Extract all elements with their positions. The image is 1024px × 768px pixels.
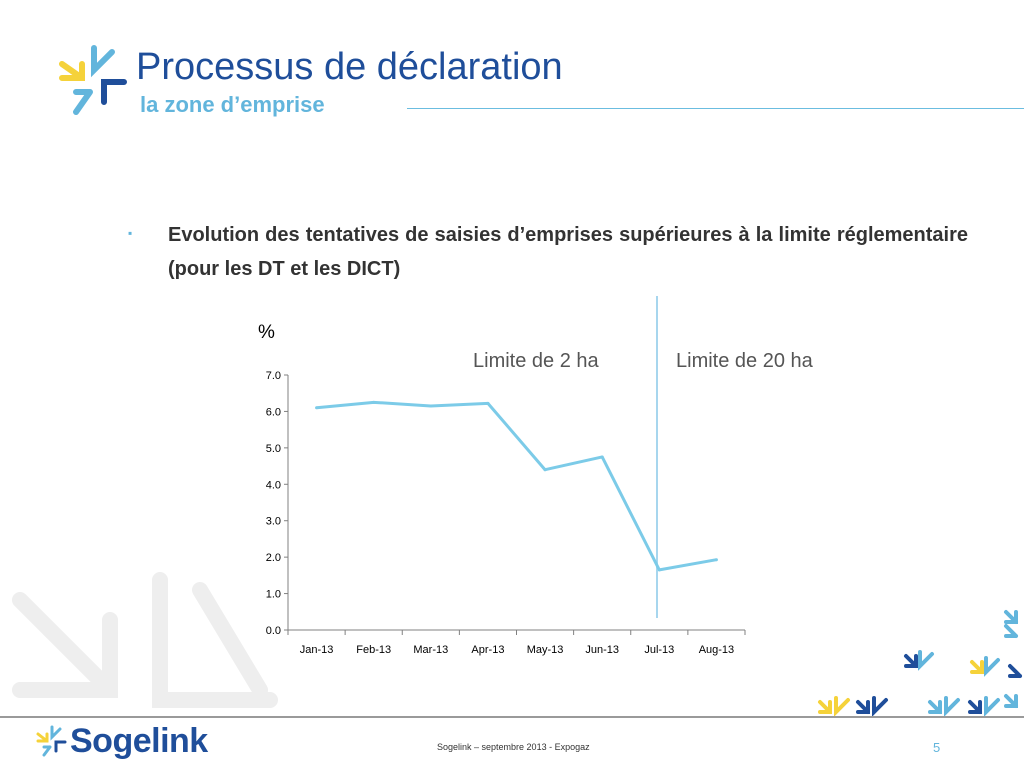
bullet-marker: ▪ [128,226,133,240]
x-axis: Jan-13 Feb-13 Mar-13 Apr-13 May-13 Jun-13 Jul-… [287,629,746,656]
sogelink-arrows-icon [59,45,127,115]
data-point [486,401,490,405]
zone-label-2ha: Limite de 2 ha [473,350,599,372]
x-tick-label: Feb-13 [356,644,391,656]
bullet-text: Evolution des tentatives de saisies d’em… [168,224,968,280]
footer-brand: Sogelink [70,722,208,760]
page-subtitle: la zone d’emprise [140,92,325,117]
x-tick-label: Jul-13 [644,644,674,656]
watermark-arrows-decoration [12,572,278,708]
data-point [543,468,547,472]
x-tick-label: Apr-13 [471,644,504,656]
data-point [315,406,319,410]
y-axis: 0.0 1.0 2.0 3.0 4.0 5.0 6.0 7.0 [266,370,289,637]
chart-unit-label: % [258,322,275,343]
y-tick-label: 6.0 [266,406,281,418]
page-number: 5 [933,740,941,755]
page-title: Processus de déclaration [136,46,563,88]
data-point [714,558,718,562]
sogelink-arrows-icon [36,725,67,757]
data-point [600,455,604,459]
y-tick-label: 0.0 [266,625,281,637]
y-tick-label: 3.0 [266,516,281,528]
title-divider-line [407,108,1024,109]
y-tick-label: 1.0 [266,589,281,601]
x-tick-label: Jan-13 [300,644,334,656]
y-tick-label: 2.0 [266,552,281,564]
line-chart: 0.0 1.0 2.0 3.0 4.0 5.0 6.0 7.0 Jan-13 Feb-13 Mar… [266,370,746,656]
data-point [429,404,433,408]
footer-text: Sogelink – septembre 2013 - Expogaz [437,742,590,752]
y-tick-label: 5.0 [266,443,281,455]
decorative-arrows-cluster [818,610,1022,717]
series-line [316,400,717,572]
y-tick-label: 4.0 [266,479,281,491]
x-tick-label: Jun-13 [585,644,619,656]
zone-label-20ha: Limite de 20 ha [676,350,813,372]
x-tick-label: May-13 [527,644,564,656]
data-point [657,568,661,572]
x-tick-label: Aug-13 [699,644,734,656]
y-tick-label: 7.0 [266,370,281,382]
data-point [372,400,376,404]
chart-series [315,400,718,572]
footer-divider-line [0,716,1024,718]
x-tick-label: Mar-13 [413,644,448,656]
limit-divider-line [656,296,658,618]
